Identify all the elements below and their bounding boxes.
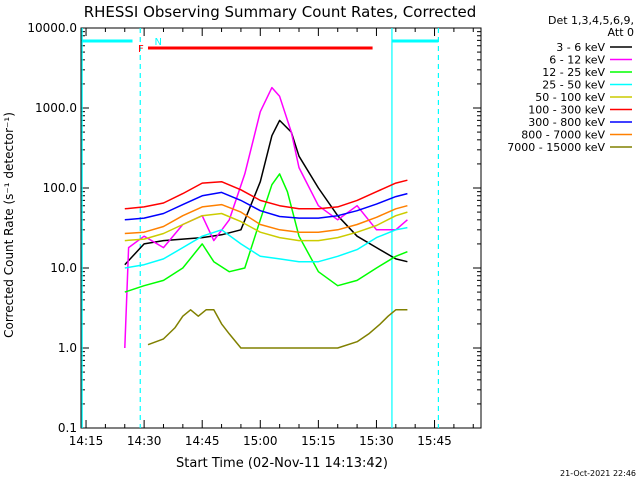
y-axis-title: Corrected Count Rate (s⁻¹ detector⁻¹): [2, 112, 16, 338]
chart-title: RHESSI Observing Summary Count Rates, Co…: [84, 3, 477, 21]
y-tick-label: 100.0: [43, 181, 77, 195]
series-line-2: [124, 173, 408, 293]
legend-label: 300 - 800 keV: [528, 116, 605, 129]
series-line-3: [124, 226, 408, 269]
plot-frame: [80, 27, 482, 429]
legend-label: 6 - 12 keV: [549, 54, 605, 67]
series-line-4: [124, 211, 408, 242]
legend-label: 800 - 7000 keV: [521, 129, 605, 142]
flag-label-F: F: [138, 44, 144, 55]
x-tick-label: 15:00: [243, 434, 278, 448]
x-tick-label: 14:30: [127, 434, 162, 448]
series-line-0: [124, 119, 408, 266]
legend-label: 25 - 50 keV: [542, 79, 605, 92]
plot-area: 0.1 1.0 10.0 100.0 1000.0 10000.0 14:15 14:30 14…: [27, 21, 482, 448]
y-tick-label: 10000.0: [27, 21, 77, 35]
y-tick-label: 10.0: [50, 261, 77, 275]
x-axis-title: Start Time (02-Nov-11 14:13:42): [176, 456, 388, 471]
flag-label-N: N: [155, 37, 162, 48]
legend-label: 7000 - 15000 keV: [507, 141, 605, 154]
series-line-7: [124, 203, 408, 235]
y-tick-label: 1.0: [58, 341, 77, 355]
legend-label: 100 - 300 keV: [528, 104, 605, 117]
x-tick-label: 15:30: [359, 434, 394, 448]
series-line-5: [124, 179, 408, 210]
series-line-6: [124, 191, 408, 221]
y-tick-label: 1000.0: [35, 101, 77, 115]
x-tick-label: 15:45: [417, 434, 452, 448]
x-tick-label: 14:15: [69, 434, 104, 448]
series-line-1: [124, 86, 408, 349]
legend-label: 12 - 25 keV: [542, 66, 605, 79]
legend-label: 3 - 6 keV: [556, 41, 605, 54]
detector-info: Det 1,3,4,5,6,9,: [548, 14, 634, 27]
y-tick-label: 0.1: [58, 421, 77, 435]
legend-label: 50 - 100 keV: [535, 91, 605, 104]
x-tick-label: 15:15: [301, 434, 336, 448]
timestamp: 21-Oct-2021 22:46: [560, 469, 636, 478]
series-line-8: [147, 309, 408, 349]
x-tick-label: 14:45: [185, 434, 220, 448]
attenuator-info: Att 0: [608, 26, 634, 39]
